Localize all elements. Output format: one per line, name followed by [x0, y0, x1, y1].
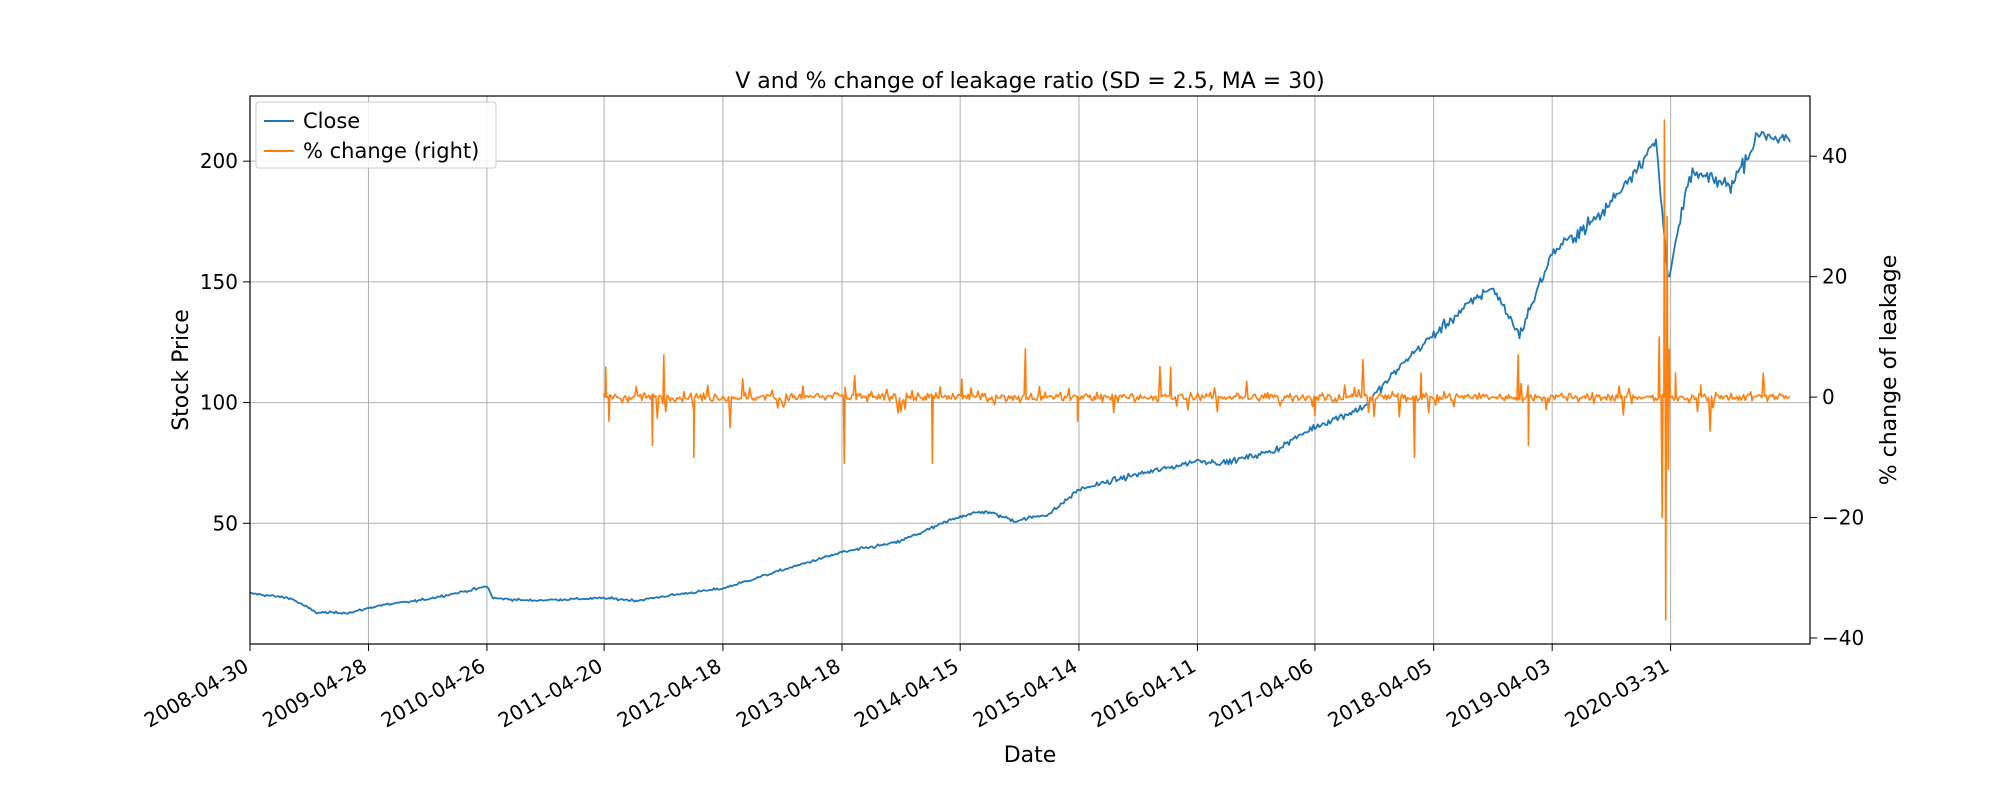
grid: [249, 96, 1810, 644]
y-tick-label-right: −20: [1822, 506, 1864, 530]
x-axis-label: Date: [1004, 743, 1057, 768]
y-axis-label-left: Stock Price: [169, 309, 194, 431]
legend-box: [255, 101, 497, 169]
series-pct-change-line: [603, 119, 1791, 621]
y-tick-label-right: 40: [1822, 144, 1847, 168]
y-axis-left: 50 100 150 200: [200, 149, 250, 535]
y-tick-label-right: 0: [1822, 385, 1835, 409]
y-tick-label-left: 150: [200, 270, 238, 294]
y-axis-label-right: % change of leakage: [1877, 255, 1902, 486]
chart-title: V and % change of leakage ratio (SD = 2.…: [735, 69, 1325, 94]
y-tick-label-left: 50: [213, 511, 238, 535]
series-layer: [249, 119, 1791, 621]
y-tick-label-left: 100: [200, 391, 238, 415]
plot-frame: [249, 95, 1811, 645]
legend-label-pct-change: % change (right): [303, 139, 479, 163]
legend: Close % change (right): [255, 101, 497, 169]
y-axis-right: −40 −20 0 20 40: [1810, 144, 1864, 650]
y-tick-label-right: 20: [1822, 265, 1847, 289]
y-tick-label-left: 200: [200, 149, 238, 173]
series-close-line: [249, 130, 1791, 615]
legend-label-close: Close: [303, 109, 360, 133]
y-tick-label-right: −40: [1822, 626, 1864, 650]
